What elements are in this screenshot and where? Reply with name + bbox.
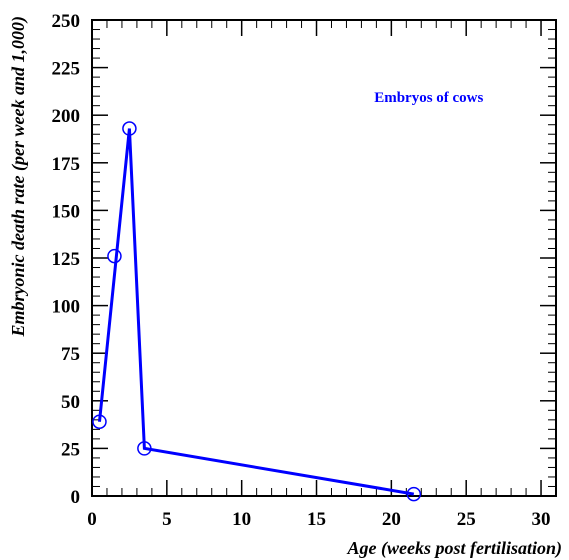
y-tick-label: 125 — [52, 249, 81, 270]
x-tick-label: 0 — [87, 509, 97, 530]
y-tick-label: 225 — [52, 59, 81, 80]
data-point — [137, 441, 152, 456]
plot-frame — [91, 19, 557, 497]
x-tick-label: 10 — [232, 509, 251, 530]
series-line — [97, 128, 415, 496]
y-tick-label: 50 — [61, 392, 80, 413]
y-tick-label: 175 — [52, 154, 81, 175]
x-tick-label: 5 — [162, 509, 172, 530]
data-point — [107, 248, 122, 264]
y-axis-title: Embryonic death rate (per week and 1,000… — [8, 16, 29, 337]
plot-area — [92, 121, 422, 502]
annotation-label: Embryos of cows — [374, 90, 483, 106]
data-point — [406, 486, 422, 502]
labels: 0 25 50 75 100 125 150 175 200 225 250 0 5 10 15 20 25 30… — [8, 11, 562, 559]
x-tick-label: 20 — [382, 509, 401, 530]
y-tick-label: 0 — [71, 487, 81, 508]
y-tick-label: 75 — [61, 344, 80, 365]
x-tick-label: 25 — [457, 509, 476, 530]
data-point — [92, 414, 107, 429]
y-tick-label: 200 — [52, 106, 81, 127]
y-tick-label: 25 — [61, 439, 80, 460]
y-tick-label: 150 — [52, 201, 81, 222]
x-tick-label: 15 — [307, 509, 326, 530]
axes — [91, 19, 557, 497]
x-axis-title: Age (weeks post fertilisation) — [347, 538, 563, 559]
x-tick-label: 30 — [532, 509, 551, 530]
data-point — [122, 121, 137, 136]
y-tick-label: 100 — [52, 297, 81, 318]
y-tick-label: 250 — [52, 11, 81, 32]
